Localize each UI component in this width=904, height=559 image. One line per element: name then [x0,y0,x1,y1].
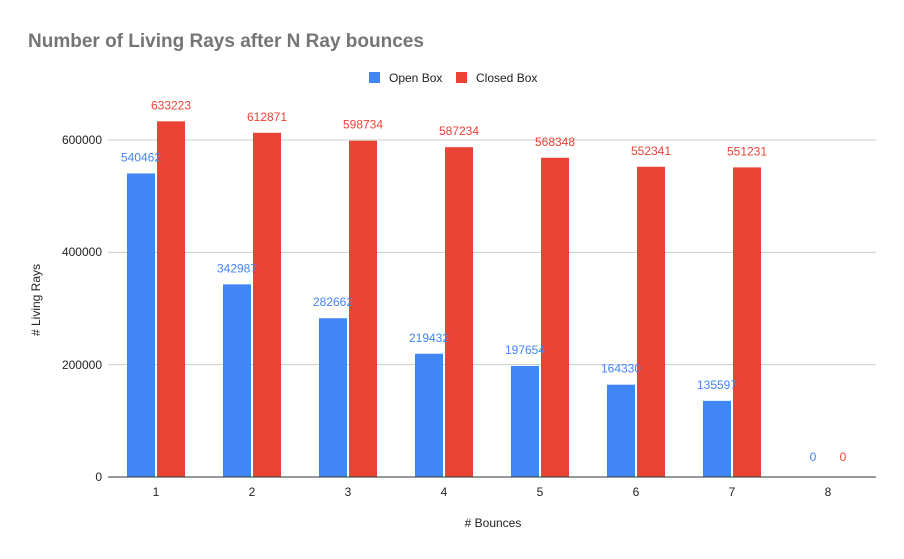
y-tick-label: 400000 [62,245,102,259]
bars [127,121,761,478]
x-tick-label: 6 [633,485,640,499]
data-label-closed-box: 612871 [247,110,287,124]
data-label-closed-box: 633223 [151,98,191,112]
data-label-closed-box: 0 [840,450,847,464]
bar-open-box [319,318,347,477]
bar-closed-box [733,167,761,478]
data-label-open-box: 197654 [505,343,545,357]
data-label-open-box: 164330 [601,362,641,376]
y-tick-label: 200000 [62,358,102,372]
x-tick-label: 8 [825,485,832,499]
x-axis-tick-labels: 1 2 3 4 5 6 7 8 [153,485,832,499]
legend-label-closed-box: Closed Box [476,71,537,85]
legend-label-open-box: Open Box [389,71,442,85]
data-label-open-box: 0 [810,450,817,464]
x-tick-label: 7 [729,485,736,499]
y-axis-tick-labels: 0 200000 400000 600000 [62,133,102,484]
data-label-open-box: 219432 [409,331,449,345]
x-tick-label: 1 [153,485,160,499]
bar-closed-box [349,140,377,478]
bar-open-box [127,173,155,478]
bar-open-box [511,365,539,477]
x-tick-label: 3 [345,485,352,499]
data-label-closed-box: 598734 [343,118,383,132]
y-tick-label: 0 [95,470,102,484]
data-label-open-box: 135597 [697,378,737,392]
data-label-open-box: 282662 [313,295,353,309]
legend-swatch-closed-box [456,72,467,83]
legend: Open Box Closed Box [369,71,537,85]
x-tick-label: 5 [537,485,544,499]
data-label-closed-box: 551231 [727,144,767,158]
data-label-open-box: 540462 [121,150,161,164]
legend-swatch-open-box [369,72,380,83]
y-axis-title: # Living Rays [29,264,43,336]
bar-closed-box [253,132,281,477]
y-tick-label: 600000 [62,133,102,147]
bar-closed-box [637,166,665,477]
data-labels: 540462 633223 342987 612871 282662 598734 2194… [121,98,847,464]
chart-title: Number of Living Rays after N Ray bounce… [28,31,424,52]
data-label-closed-box: 552341 [631,144,671,158]
bar-closed-box [541,157,569,477]
data-label-closed-box: 568348 [535,135,575,149]
bar-open-box [223,284,251,477]
bar-open-box [607,384,635,477]
x-axis-title: # Bounces [465,516,522,530]
x-tick-label: 2 [249,485,256,499]
data-label-open-box: 342987 [217,261,257,275]
bar-closed-box [445,147,473,478]
bar-closed-box [157,121,185,477]
bar-open-box [415,353,443,477]
data-label-closed-box: 587234 [439,124,479,138]
x-tick-label: 4 [441,485,448,499]
bar-open-box [703,400,731,477]
